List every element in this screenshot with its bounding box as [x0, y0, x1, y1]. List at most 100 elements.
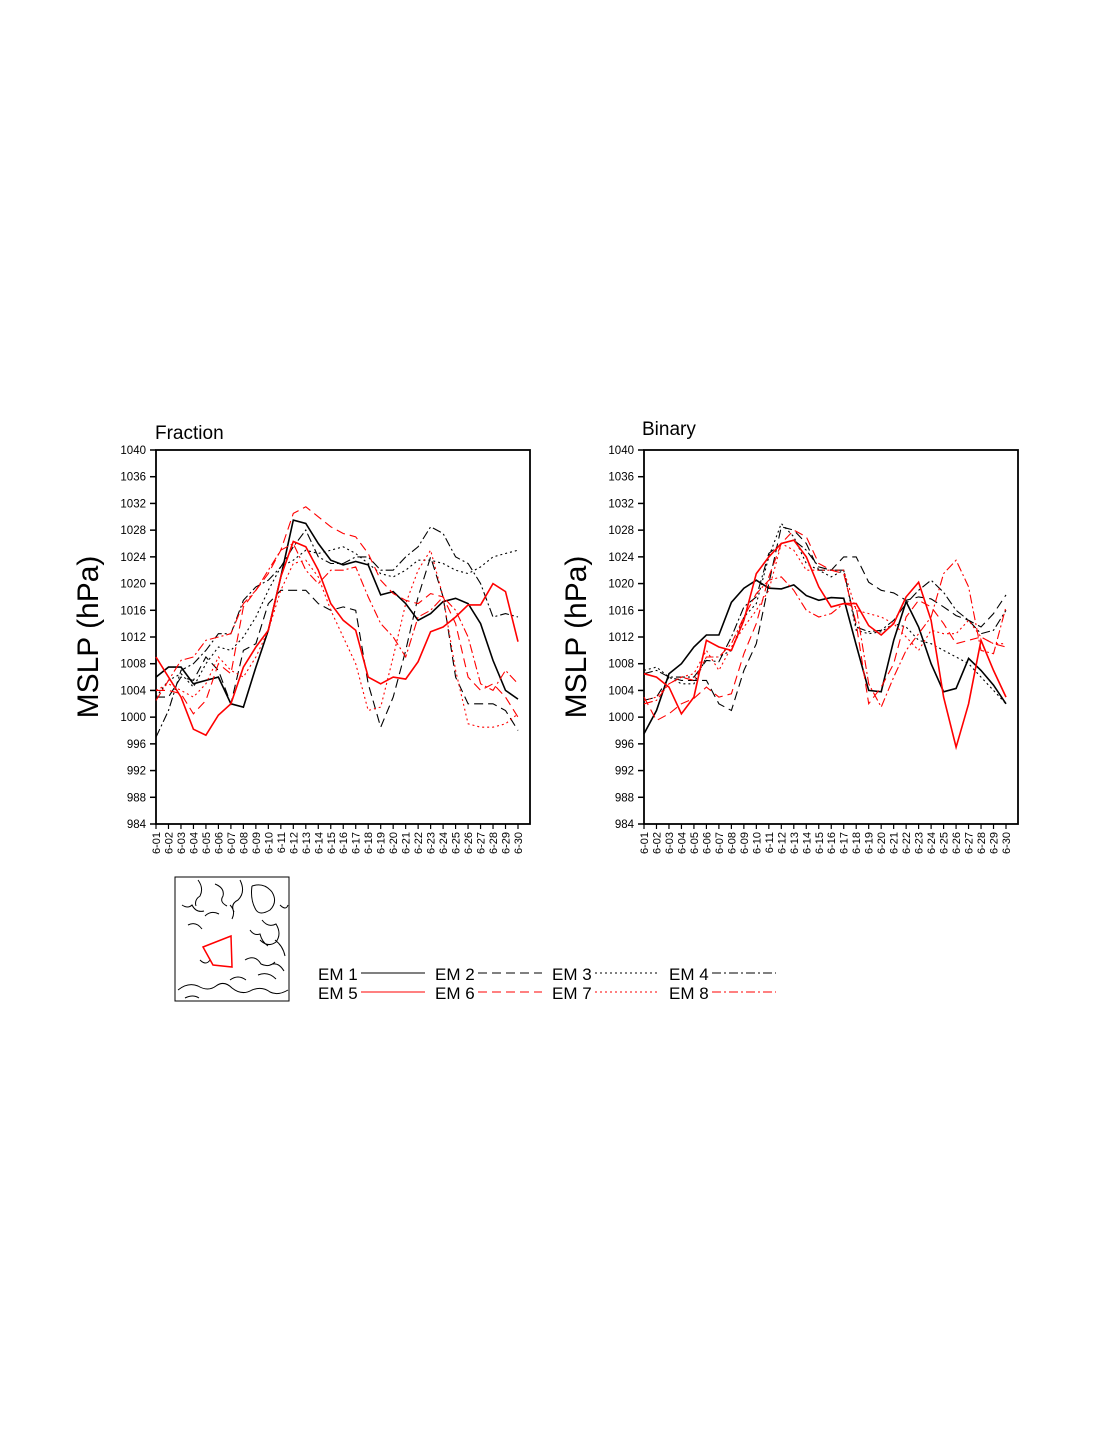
legend-item: EM 7 [552, 984, 659, 1003]
y-tick-label: 1012 [608, 632, 634, 644]
x-tick-label: 6-30 [513, 832, 525, 854]
x-tick-label: 6-23 [426, 832, 438, 854]
x-tick-label: 6-01 [151, 832, 163, 854]
series-line-em-6 [643, 529, 1007, 722]
x-tick-label: 6-17 [839, 832, 851, 854]
x-tick-label: 6-16 [826, 832, 838, 854]
y-tick-label: 996 [615, 739, 634, 751]
y-tick-label: 1004 [120, 685, 146, 697]
y-tick-label: 1028 [608, 525, 634, 537]
x-tick-label: 6-04 [188, 832, 200, 854]
legend-label: EM 7 [552, 984, 592, 1003]
x-tick-label: 6-09 [739, 832, 751, 854]
legend-label: EM 3 [552, 965, 592, 984]
x-tick-label: 6-21 [401, 832, 413, 854]
panel-binary: Binary MSLP (hPa) 984 988 992 996 1000 1004 1008… [560, 419, 1019, 854]
y-tick-label: 992 [615, 766, 634, 778]
x-tick-label: 6-28 [488, 832, 500, 854]
panel-fraction: Fraction MSLP (hPa) 984 988 992 996 1000 1004 10… [72, 423, 531, 854]
series-line-em-2 [643, 526, 1007, 712]
series-line-em-3 [155, 546, 519, 698]
series-line-em-7 [155, 548, 519, 728]
series-line-em-4 [155, 526, 519, 738]
x-tick-label: 6-28 [976, 832, 988, 854]
y-tick-label: 996 [127, 739, 146, 751]
y-tick-label: 1000 [608, 712, 634, 724]
x-tick-label: 6-07 [226, 832, 238, 854]
legend-item: EM 4 [669, 965, 776, 984]
x-tick-label: 6-20 [876, 832, 888, 854]
coastlines [177, 879, 289, 999]
x-tick-label: 6-15 [814, 832, 826, 854]
y-tick-label: 988 [127, 792, 146, 804]
x-tick-label: 6-22 [413, 832, 425, 854]
y-tick-label: 1008 [608, 659, 634, 671]
x-tick-label: 6-08 [238, 832, 250, 854]
x-tick-label: 6-02 [651, 832, 663, 854]
y-tick-label: 1024 [608, 552, 634, 564]
legend-label: EM 2 [435, 965, 475, 984]
x-tick-label: 6-29 [989, 832, 1001, 854]
x-tick-label: 6-01 [639, 832, 651, 854]
series-line-em-8 [643, 559, 1007, 709]
x-tick-label: 6-10 [263, 832, 275, 854]
x-tick-label: 6-29 [501, 832, 513, 854]
y-axis-label: MSLP (hPa) [72, 556, 105, 719]
y-tick-label: 1040 [608, 445, 634, 457]
x-tick-label: 6-15 [326, 832, 338, 854]
y-tick-label: 992 [127, 766, 146, 778]
y-tick-label: 1012 [120, 632, 146, 644]
x-tick-label: 6-06 [701, 832, 713, 854]
y-tick-label: 1032 [608, 498, 634, 510]
y-tick-label: 1016 [120, 605, 146, 617]
y-tick-label: 1008 [120, 659, 146, 671]
x-tick-label: 6-17 [351, 832, 363, 854]
plot-frame [643, 449, 1019, 825]
x-tick-label: 6-04 [676, 832, 688, 854]
y-tick-label: 1020 [120, 579, 146, 591]
x-tick-label: 6-07 [714, 832, 726, 854]
panel-title: Fraction [155, 423, 224, 444]
y-tick-label: 1036 [120, 472, 146, 484]
series-line-em-5 [643, 539, 1007, 751]
panels: Fraction MSLP (hPa) 984 988 992 996 1000 1004 10… [72, 419, 1019, 854]
legend-item: EM 3 [552, 965, 659, 984]
x-tick-label: 6-08 [726, 832, 738, 854]
x-tick-label: 6-09 [251, 832, 263, 854]
x-tick-label: 6-26 [463, 832, 475, 854]
y-tick-label: 1032 [120, 498, 146, 510]
legend-item: EM 5 [318, 984, 425, 1003]
x-tick-label: 6-05 [689, 832, 701, 854]
series-line-em-3 [643, 522, 1007, 705]
panel-title: Binary [642, 419, 696, 440]
x-tick-label: 6-24 [438, 832, 450, 854]
x-tick-label: 6-19 [864, 832, 876, 854]
x-tick-label: 6-25 [451, 832, 463, 854]
x-tick-label: 6-02 [163, 832, 175, 854]
x-tick-label: 6-20 [388, 832, 400, 854]
x-tick-label: 6-19 [376, 832, 388, 854]
x-tick-label: 6-12 [288, 832, 300, 854]
y-tick-label: 1016 [608, 605, 634, 617]
x-tick-label: 6-30 [1001, 832, 1013, 854]
x-tick-label: 6-24 [926, 832, 938, 854]
y-tick-label: 1004 [608, 685, 634, 697]
legend-label: EM 4 [669, 965, 709, 984]
y-tick-label: 1020 [608, 579, 634, 591]
x-tick-label: 6-23 [914, 832, 926, 854]
x-tick-label: 6-27 [476, 832, 488, 854]
y-tick-label: 1036 [608, 472, 634, 484]
x-tick-label: 6-13 [789, 832, 801, 854]
y-axis-label: MSLP (hPa) [560, 556, 593, 719]
x-tick-label: 6-18 [363, 832, 375, 854]
x-tick-label: 6-03 [176, 832, 188, 854]
x-tick-label: 6-14 [313, 832, 325, 854]
x-tick-label: 6-12 [776, 832, 788, 854]
y-tick-label: 1000 [120, 712, 146, 724]
x-tick-label: 6-16 [338, 832, 350, 854]
series-line-em-6 [156, 506, 519, 718]
legend-label: EM 1 [318, 965, 358, 984]
x-tick-label: 6-11 [276, 832, 288, 853]
x-tick-label: 6-03 [664, 832, 676, 854]
